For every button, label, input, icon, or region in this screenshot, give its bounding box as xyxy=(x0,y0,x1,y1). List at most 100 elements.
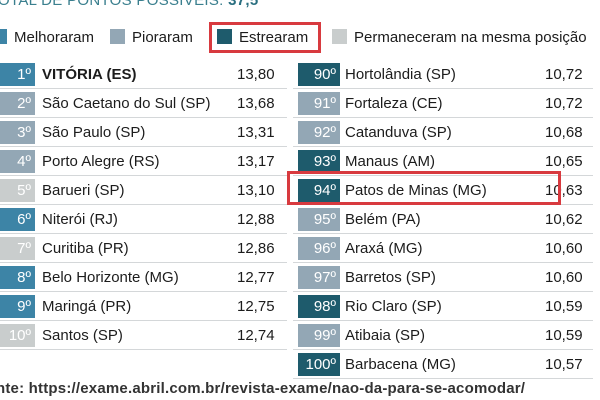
legend-swatch xyxy=(217,29,232,44)
rank-badge: 9º xyxy=(0,295,35,318)
table-row: 99º Atibaia (SP) 10,59 xyxy=(293,321,593,350)
score: 13,10 xyxy=(237,182,275,199)
rank-badge: 3º xyxy=(0,121,35,144)
city-name: Patos de Minas (MG) xyxy=(345,182,487,199)
score: 10,62 xyxy=(545,211,583,228)
legend-highlight xyxy=(209,22,321,53)
title-text: OTAL DE PONTOS POSSÍVEIS: xyxy=(0,0,224,9)
score: 12,75 xyxy=(237,298,275,315)
table-row: 3º São Paulo (SP) 13,31 xyxy=(0,118,287,147)
city-name: Santos (SP) xyxy=(42,327,123,344)
score: 10,60 xyxy=(545,269,583,286)
title-value: 37,5 xyxy=(228,0,259,9)
city-name: Belém (PA) xyxy=(345,211,421,228)
table-row: 92º Catanduva (SP) 10,68 xyxy=(293,118,593,147)
table-row: 95º Belém (PA) 10,62 xyxy=(293,205,593,234)
table-row: 98º Rio Claro (SP) 10,59 xyxy=(293,292,593,321)
legend-item: Pioraram xyxy=(110,28,193,48)
row-highlight xyxy=(287,171,561,205)
rank-badge: 95º xyxy=(298,208,340,231)
score: 13,31 xyxy=(237,124,275,141)
table-row: 1º VITÓRIA (ES) 13,80 xyxy=(0,60,287,89)
table-row: 90º Hortolândia (SP) 10,72 xyxy=(293,60,593,89)
rank-badge: 98º xyxy=(298,295,340,318)
legend-swatch xyxy=(332,29,347,44)
legend-item: Permaneceram na mesma posição xyxy=(332,28,587,48)
score: 12,74 xyxy=(237,327,275,344)
legend-label: Melhoraram xyxy=(14,29,95,46)
table-row: 91º Fortaleza (CE) 10,72 xyxy=(293,89,593,118)
rank-badge: 96º xyxy=(298,237,340,260)
rank-badge: 90º xyxy=(298,63,340,86)
city-name: Barueri (SP) xyxy=(42,182,125,199)
table-row: 100º Barbacena (MG) 10,57 xyxy=(293,350,593,379)
legend-item: Melhoraram xyxy=(0,28,94,48)
table-row: 2º São Caetano do Sul (SP) 13,68 xyxy=(0,89,287,118)
city-name: Barbacena (MG) xyxy=(345,356,456,373)
city-name: VITÓRIA (ES) xyxy=(42,66,137,83)
rank-badge: 91º xyxy=(298,92,340,115)
city-name: Porto Alegre (RS) xyxy=(42,153,160,170)
source: nte: https://exame.abril.com.br/revista-… xyxy=(0,380,526,397)
table-row: 94º Patos de Minas (MG) 10,63 xyxy=(293,176,593,205)
table-row: 7º Curitiba (PR) 12,86 xyxy=(0,234,287,263)
rank-badge: 99º xyxy=(298,324,340,347)
legend-label: Permaneceram na mesma posição xyxy=(354,29,587,46)
rank-badge: 93º xyxy=(298,150,340,173)
legend-swatch xyxy=(0,29,7,44)
legend-swatch xyxy=(110,29,125,44)
table-row: 96º Araxá (MG) 10,60 xyxy=(293,234,593,263)
rank-badge: 97º xyxy=(298,266,340,289)
score: 10,72 xyxy=(545,95,583,112)
score: 13,68 xyxy=(237,95,275,112)
score: 10,60 xyxy=(545,240,583,257)
city-name: São Paulo (SP) xyxy=(42,124,146,141)
rank-badge: 94º xyxy=(298,179,340,202)
legend-label: Pioraram xyxy=(132,29,193,46)
table-row: 9º Maringá (PR) 12,75 xyxy=(0,292,287,321)
city-name: Araxá (MG) xyxy=(345,240,423,257)
table-row: 5º Barueri (SP) 13,10 xyxy=(0,176,287,205)
city-name: Hortolândia (SP) xyxy=(345,66,456,83)
legend-label: Estrearam xyxy=(239,29,309,46)
score: 10,65 xyxy=(545,153,583,170)
score: 10,59 xyxy=(545,327,583,344)
score: 12,77 xyxy=(237,269,275,286)
table-row: 93º Manaus (AM) 10,65 xyxy=(293,147,593,176)
score: 10,68 xyxy=(545,124,583,141)
score: 10,63 xyxy=(545,182,583,199)
city-name: Belo Horizonte (MG) xyxy=(42,269,179,286)
rank-badge: 2º xyxy=(0,92,35,115)
rank-badge: 10º xyxy=(0,324,35,347)
legend-item: Estrearam xyxy=(217,28,308,48)
rank-badge: 100º xyxy=(298,353,340,376)
rank-badge: 7º xyxy=(0,237,35,260)
rank-badge: 6º xyxy=(0,208,35,231)
score: 10,72 xyxy=(545,66,583,83)
rank-badge: 1º xyxy=(0,63,35,86)
rank-badge: 4º xyxy=(0,150,35,173)
score: 13,80 xyxy=(237,66,275,83)
city-name: Manaus (AM) xyxy=(345,153,436,170)
table-row: 4º Porto Alegre (RS) 13,17 xyxy=(0,147,287,176)
score: 13,17 xyxy=(237,153,275,170)
score: 10,57 xyxy=(545,356,583,373)
score: 12,88 xyxy=(237,211,275,228)
score: 10,59 xyxy=(545,298,583,315)
city-name: São Caetano do Sul (SP) xyxy=(42,95,211,112)
rank-badge: 92º xyxy=(298,121,340,144)
city-name: Catanduva (SP) xyxy=(345,124,452,141)
rank-badge: 5º xyxy=(0,179,35,202)
city-name: Rio Claro (SP) xyxy=(345,298,442,315)
table-row: 6º Niterói (RJ) 12,88 xyxy=(0,205,287,234)
city-name: Barretos (SP) xyxy=(345,269,436,286)
table-row: 8º Belo Horizonte (MG) 12,77 xyxy=(0,263,287,292)
city-name: Niterói (RJ) xyxy=(42,211,118,228)
city-name: Maringá (PR) xyxy=(42,298,132,315)
city-name: Fortaleza (CE) xyxy=(345,95,443,112)
city-name: Curitiba (PR) xyxy=(42,240,129,257)
table-row: 97º Barretos (SP) 10,60 xyxy=(293,263,593,292)
rank-badge: 8º xyxy=(0,266,35,289)
city-name: Atibaia (SP) xyxy=(345,327,426,344)
